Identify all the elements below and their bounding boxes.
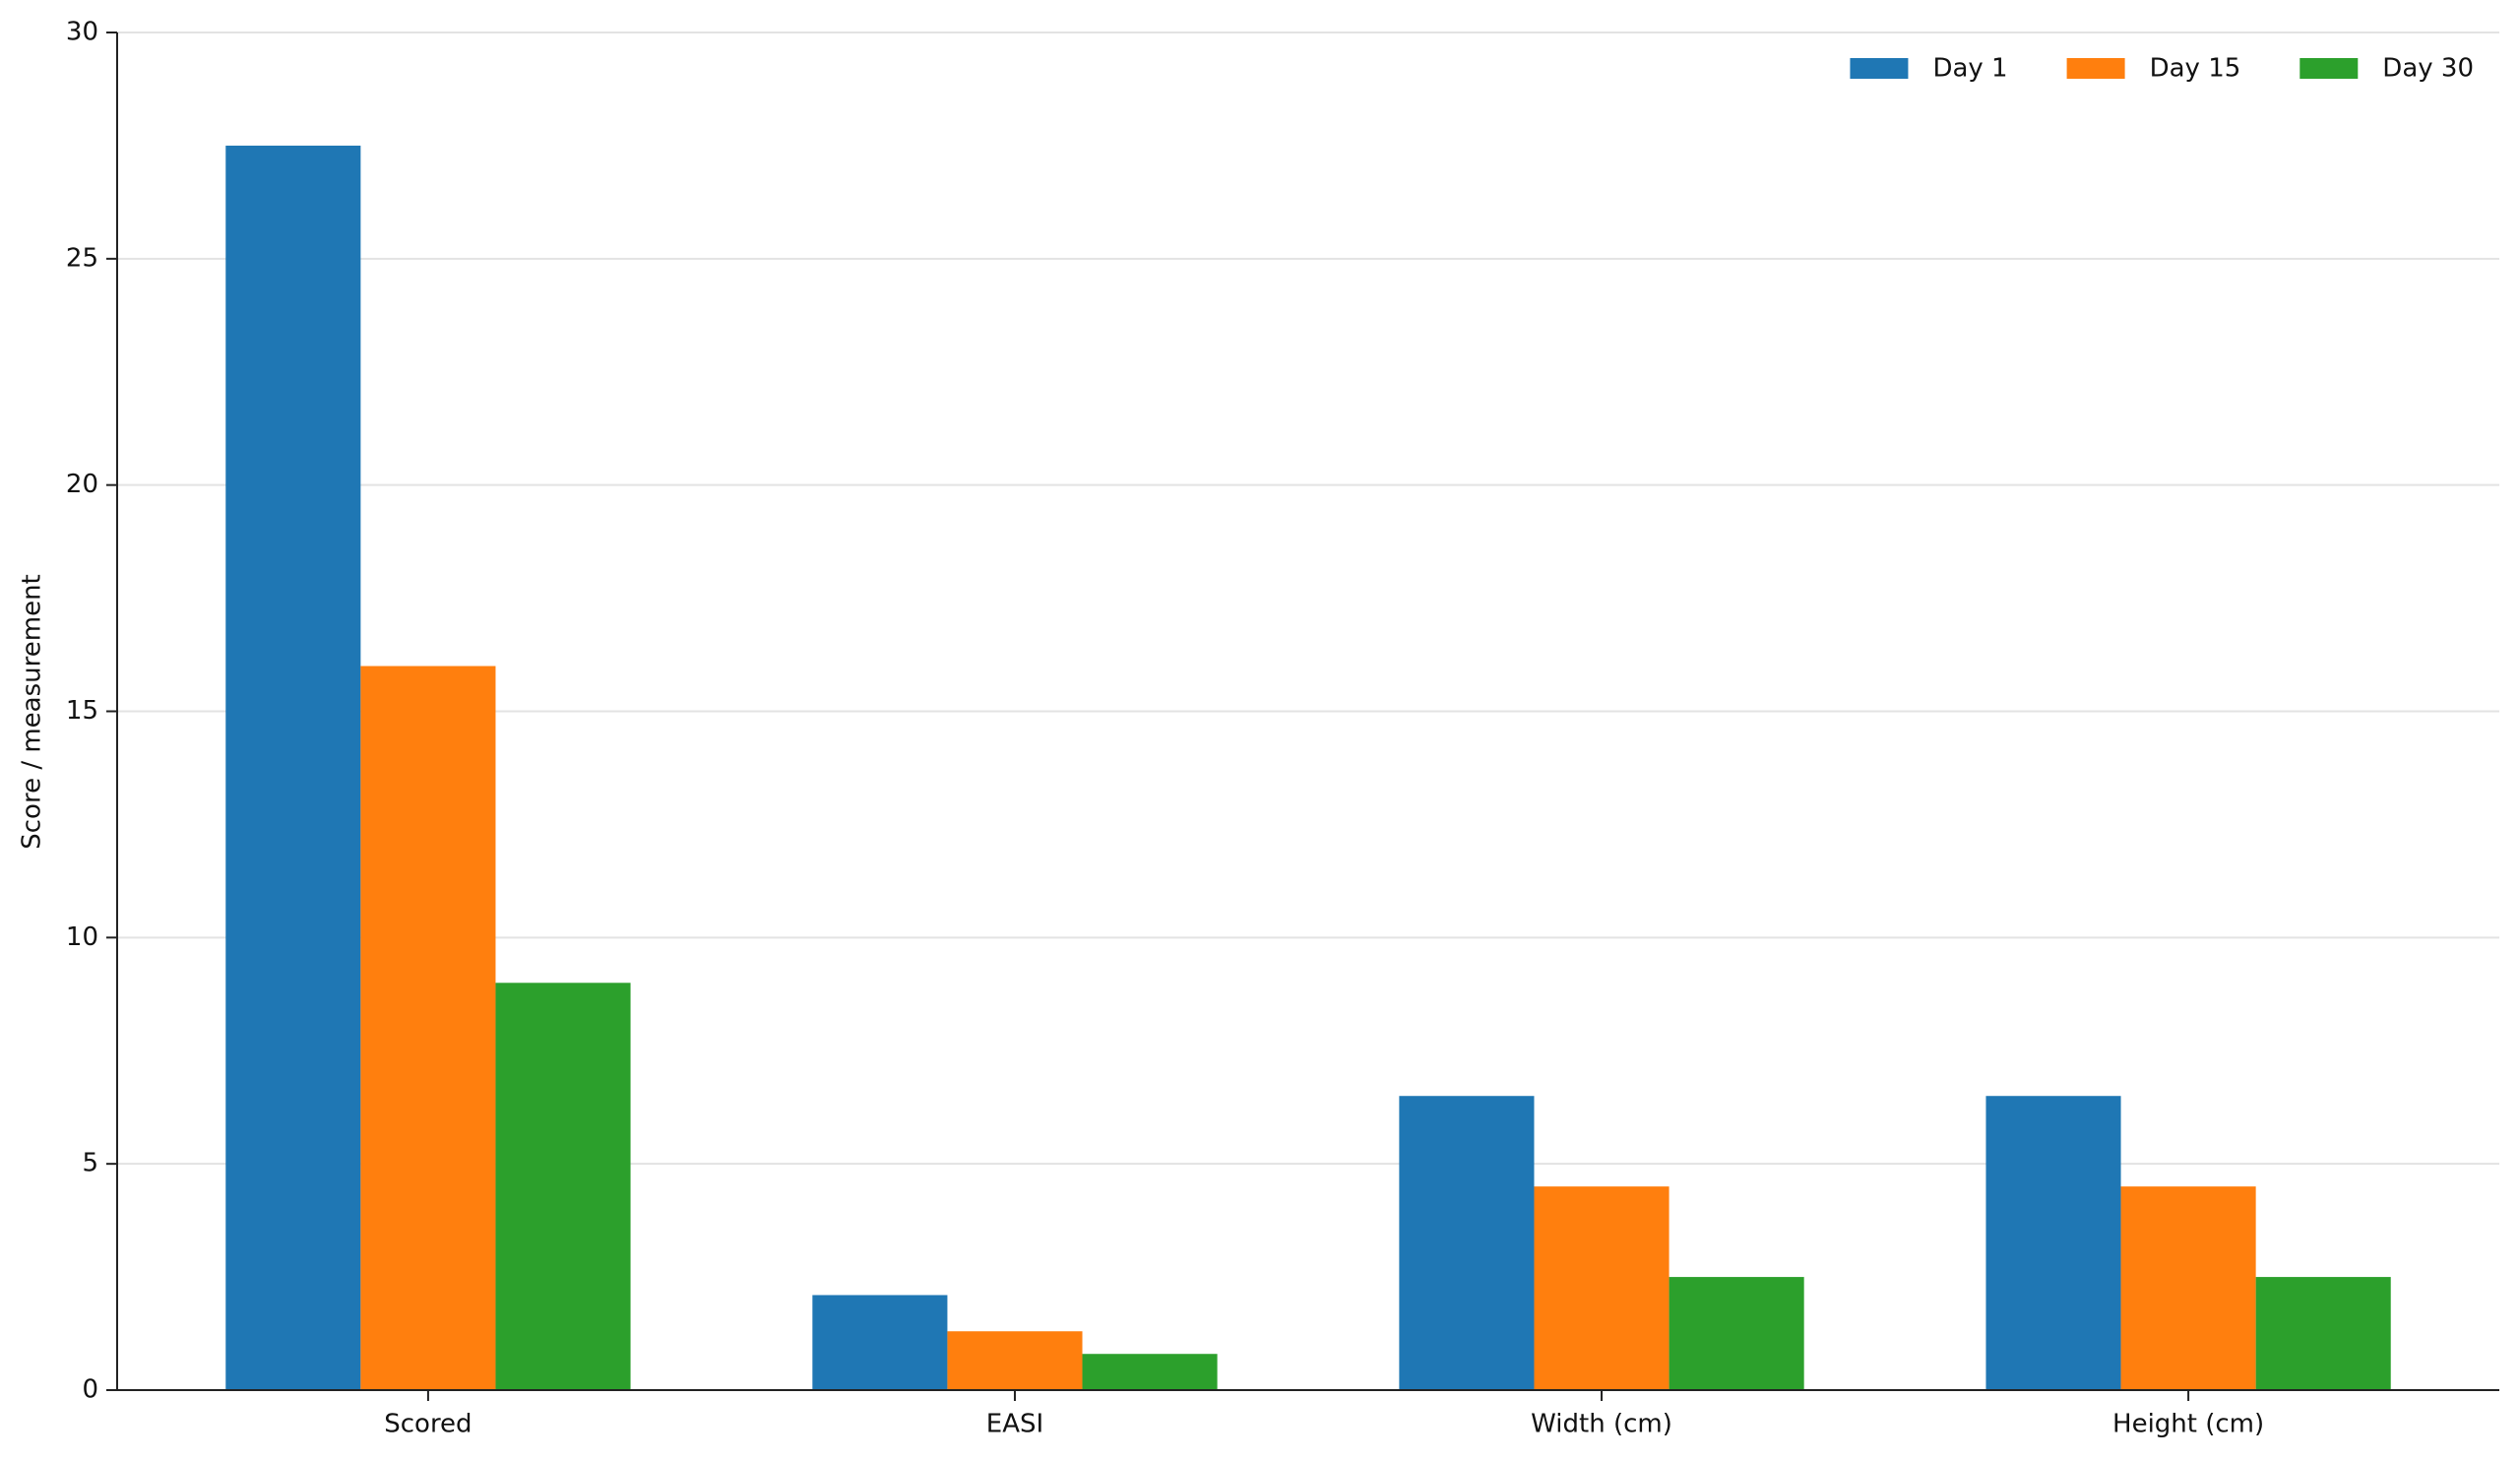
legend-label: Day 30 <box>2382 54 2474 84</box>
legend-label: Day 15 <box>2150 54 2241 84</box>
y-tick-label: 30 <box>66 18 98 47</box>
x-tick-label: EASI <box>986 1410 1043 1439</box>
y-tick-label: 15 <box>66 696 98 726</box>
y-axis-label: Score / measurement <box>18 574 47 850</box>
bar <box>2255 1277 2391 1390</box>
bar <box>495 983 631 1390</box>
x-tick-label: Scored <box>384 1410 472 1439</box>
bar <box>947 1331 1083 1390</box>
legend-swatch <box>2300 58 2359 79</box>
y-tick-label: 0 <box>82 1375 98 1405</box>
legend-swatch <box>1850 58 1909 79</box>
bar <box>2120 1186 2256 1390</box>
legend-swatch <box>2066 58 2125 79</box>
x-tick-label: Width (cm) <box>1531 1410 1672 1439</box>
bar <box>360 666 496 1390</box>
bar <box>1669 1277 1804 1390</box>
bar <box>1985 1096 2121 1390</box>
bar <box>1534 1186 1670 1390</box>
bar <box>1082 1354 1218 1390</box>
bar <box>1399 1096 1535 1390</box>
y-tick-label: 25 <box>66 243 98 273</box>
y-tick-label: 5 <box>82 1149 98 1178</box>
y-tick-label: 20 <box>66 470 98 499</box>
legend-label: Day 1 <box>1932 54 2007 84</box>
bar <box>225 145 361 1391</box>
x-tick-label: Height (cm) <box>2112 1410 2264 1439</box>
bar <box>812 1295 948 1390</box>
y-tick-label: 10 <box>66 922 98 952</box>
